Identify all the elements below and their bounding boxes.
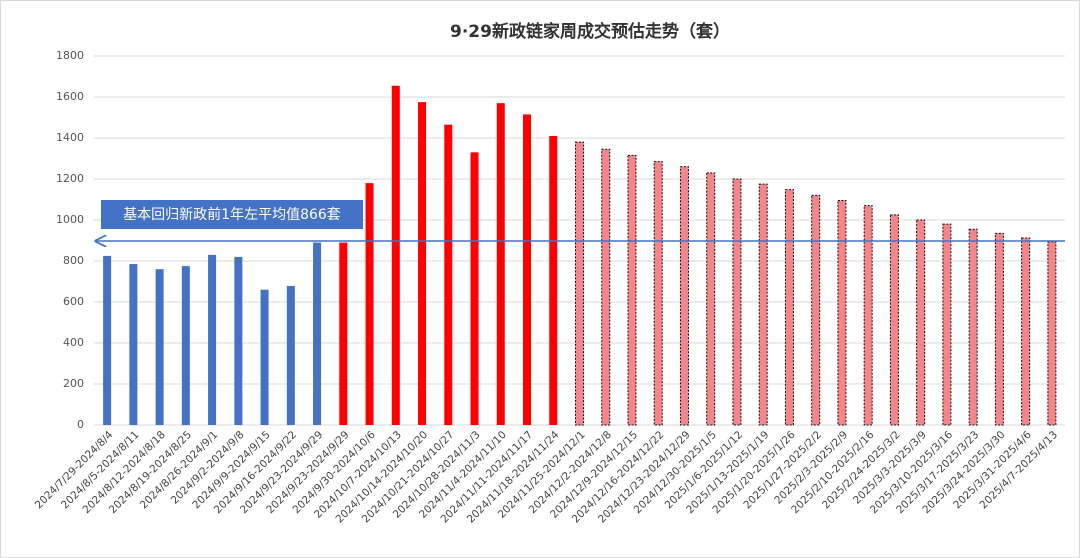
bar [103,255,112,425]
y-tick-label: 0 [77,418,84,431]
bar [208,254,217,425]
bar [837,200,847,426]
bar [916,219,926,426]
bar [889,214,899,426]
bar [313,242,322,425]
y-tick-label: 1000 [56,213,84,226]
bar [1021,237,1031,426]
bar [549,135,558,425]
y-tick-label: 1600 [56,90,84,103]
bar [811,194,821,426]
bar [181,266,190,425]
bar [863,205,873,426]
y-tick-label: 1400 [56,131,84,144]
bar [679,166,689,426]
y-tick-label: 600 [63,295,84,308]
bar [942,223,952,426]
bar [391,85,400,425]
bar [601,148,611,426]
bar [496,103,505,426]
bar [968,228,978,426]
bar [1047,241,1057,426]
y-tick-label: 1200 [56,172,84,185]
bar [627,154,637,426]
bar [365,183,374,425]
annotation-box [101,200,363,229]
bar [994,232,1004,426]
y-tick-label: 800 [63,254,84,267]
bar [470,152,479,425]
chart-title: 9·29新政链家周成交预估走势（套） [450,21,730,42]
bar [234,256,243,425]
y-tick-label: 400 [63,336,84,349]
y-tick-label: 200 [63,377,84,390]
bar [758,183,768,426]
bar [260,289,269,425]
bar [523,114,532,426]
bar [784,189,794,426]
bar [444,124,453,426]
bar [155,269,164,425]
bar [706,172,716,426]
bar [575,141,584,426]
bar [418,102,427,425]
bar [339,242,348,425]
bar [129,264,138,425]
bar [732,178,742,426]
bar [653,161,663,426]
y-tick-label: 1800 [56,49,84,62]
bar [286,286,295,425]
annotation: 基本回归新政前1年左平均值866套 [123,206,341,223]
